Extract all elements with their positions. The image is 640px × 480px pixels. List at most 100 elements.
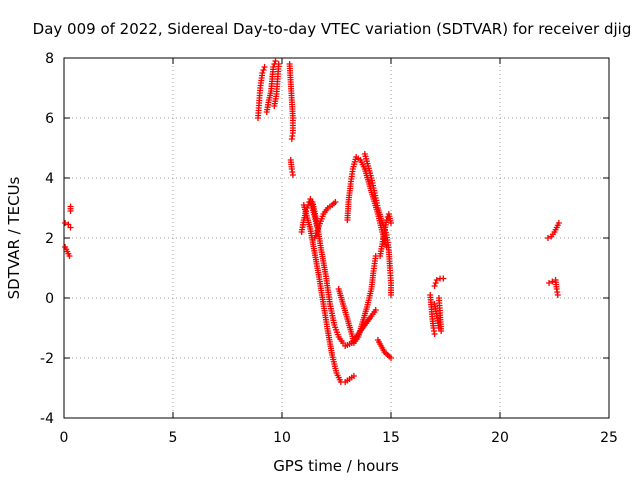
x-axis-label: GPS time / hours bbox=[273, 457, 399, 475]
data-point bbox=[332, 199, 339, 205]
data-point-group bbox=[340, 301, 350, 320]
y-tick-label: -4 bbox=[40, 411, 54, 427]
data-point-group bbox=[298, 219, 307, 235]
data-point bbox=[67, 208, 74, 214]
data-point-group bbox=[374, 337, 384, 347]
data-point-trail bbox=[260, 67, 267, 73]
data-point-group bbox=[344, 201, 352, 223]
y-tick-label: 2 bbox=[45, 231, 54, 247]
data-point-group bbox=[311, 225, 322, 241]
data-point-group bbox=[316, 274, 327, 305]
data-point-group bbox=[388, 220, 394, 226]
data-point-group bbox=[385, 211, 394, 224]
data-point bbox=[544, 235, 551, 241]
data-point-trail bbox=[329, 354, 339, 374]
data-point bbox=[546, 280, 553, 286]
data-point bbox=[67, 224, 74, 231]
data-point bbox=[261, 64, 268, 70]
data-point-group bbox=[361, 151, 371, 167]
data-point-trail bbox=[368, 270, 377, 290]
x-tick-label: 20 bbox=[491, 430, 509, 446]
data-point-group bbox=[348, 332, 360, 346]
data-point-group bbox=[259, 67, 267, 76]
data-point-group bbox=[62, 220, 69, 226]
data-point-group bbox=[316, 213, 326, 229]
data-point-group bbox=[287, 157, 295, 170]
y-tick-label: 4 bbox=[45, 171, 54, 187]
y-tick-label: 8 bbox=[45, 51, 54, 67]
data-point-group bbox=[437, 312, 445, 334]
data-point-group bbox=[329, 352, 339, 374]
data-point-group bbox=[365, 163, 374, 179]
data-point-trail bbox=[344, 341, 353, 348]
data-point bbox=[388, 220, 394, 226]
data-point-group bbox=[322, 271, 333, 305]
data-point-trail bbox=[264, 99, 272, 113]
y-tick-label: 0 bbox=[45, 291, 54, 307]
data-point-trail bbox=[379, 345, 387, 353]
x-tick-label: 0 bbox=[60, 430, 69, 446]
data-point-trail bbox=[287, 159, 295, 170]
data-point-group bbox=[324, 328, 335, 356]
data-point-group bbox=[361, 166, 372, 185]
data-point-group bbox=[388, 292, 394, 298]
data-point-group bbox=[263, 99, 272, 115]
data-point bbox=[433, 277, 440, 283]
data-point-group bbox=[388, 355, 394, 361]
data-point bbox=[388, 355, 394, 361]
data-point-group bbox=[272, 58, 279, 64]
data-point-group bbox=[287, 79, 295, 101]
data-point-group bbox=[378, 343, 387, 353]
data-point-group bbox=[368, 270, 377, 292]
data-point-group bbox=[546, 280, 553, 286]
data-point-group bbox=[371, 190, 381, 209]
data-point bbox=[288, 136, 295, 142]
data-point-group bbox=[357, 157, 367, 170]
data-point-group bbox=[431, 280, 439, 289]
data-point-trail bbox=[358, 159, 367, 170]
data-point-group bbox=[335, 286, 346, 305]
data-point-group bbox=[261, 64, 268, 70]
data-layer bbox=[62, 58, 562, 385]
data-point-trail bbox=[365, 165, 374, 179]
data-point-group bbox=[370, 255, 379, 274]
data-point-group bbox=[335, 334, 345, 344]
data-point bbox=[388, 292, 394, 298]
data-point-group bbox=[307, 196, 315, 209]
data-point-trail bbox=[362, 153, 371, 167]
data-point-group bbox=[289, 172, 296, 178]
data-point-trail bbox=[372, 192, 381, 209]
data-point-group bbox=[289, 130, 296, 139]
data-point-trail bbox=[325, 330, 335, 356]
data-point-group bbox=[67, 224, 74, 231]
x-tick-label: 5 bbox=[169, 430, 178, 446]
y-axis-label: SDTVAR / TECUs bbox=[5, 176, 23, 299]
data-point-group bbox=[549, 278, 556, 285]
data-point-trail bbox=[334, 372, 343, 383]
chart-title: Day 009 of 2022, Sidereal Day-to-day VTE… bbox=[33, 20, 632, 38]
data-point-group bbox=[275, 61, 282, 67]
data-point-trail bbox=[363, 314, 374, 327]
data-point-trail bbox=[301, 204, 313, 230]
data-point-group bbox=[350, 373, 357, 379]
data-point-group bbox=[344, 316, 355, 335]
data-point-group bbox=[265, 90, 274, 103]
data-point-trail bbox=[432, 280, 439, 286]
data-point-group bbox=[554, 292, 561, 298]
data-point-trail bbox=[318, 249, 329, 275]
data-point bbox=[289, 172, 296, 178]
data-point-trail bbox=[316, 276, 327, 305]
data-point-trail bbox=[370, 255, 379, 272]
data-point-group bbox=[300, 202, 313, 230]
data-point-group bbox=[67, 208, 74, 214]
data-point-group bbox=[433, 277, 440, 283]
data-point bbox=[554, 292, 561, 298]
data-point-trail bbox=[266, 90, 274, 101]
data-point-trail bbox=[332, 324, 341, 338]
data-point-group bbox=[386, 265, 394, 284]
data-point-trail bbox=[356, 323, 367, 336]
data-point bbox=[275, 61, 282, 67]
data-point-group bbox=[361, 314, 374, 328]
x-tick-label: 10 bbox=[273, 430, 291, 446]
data-point-trail bbox=[376, 339, 384, 347]
